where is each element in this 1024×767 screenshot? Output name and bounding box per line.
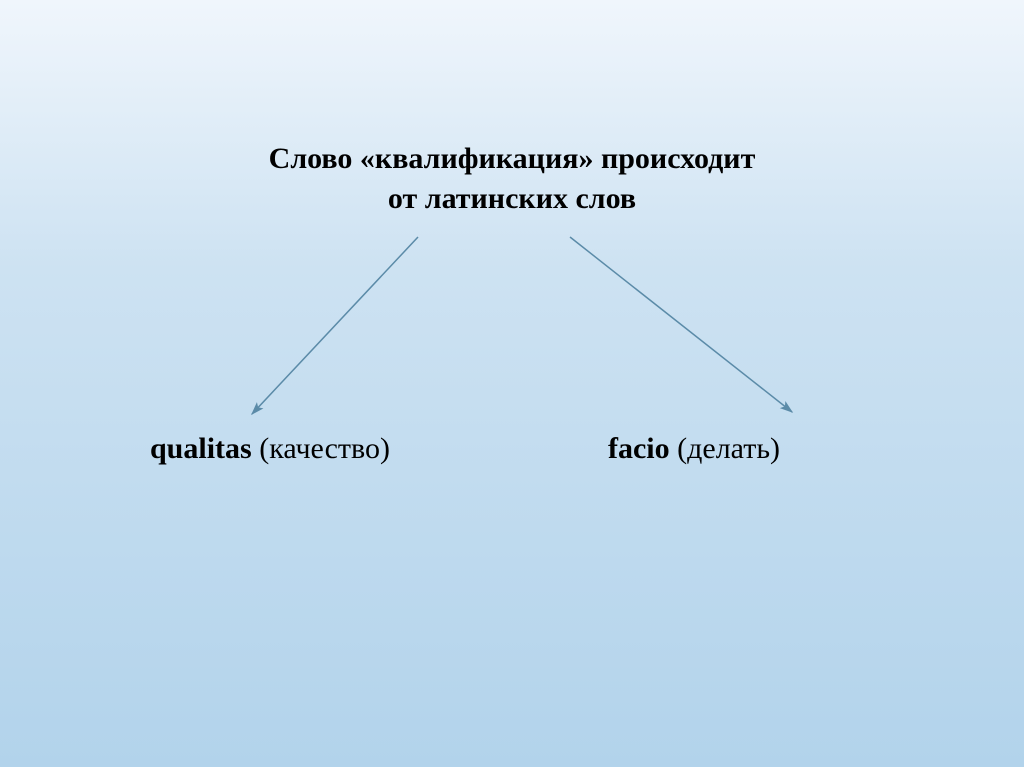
arrow-left (252, 237, 418, 414)
leaf-left-bold: qualitas (150, 432, 252, 465)
leaf-right-bold: facio (608, 432, 677, 465)
leaf-left-plain: (качество) (259, 432, 390, 465)
arrows-svg (0, 0, 1024, 767)
leaf-left: qualitas (качество) (150, 432, 390, 466)
arrow-right (570, 237, 792, 412)
leaf-right-plain: (делать) (677, 432, 780, 465)
title-line-1: Слово «квалификация» происходит (0, 142, 1024, 176)
slide: Слово «квалификация» происходит от латин… (0, 0, 1024, 767)
title-line-2: от латинских слов (0, 182, 1024, 216)
leaf-right: facio (делать) (608, 432, 780, 466)
